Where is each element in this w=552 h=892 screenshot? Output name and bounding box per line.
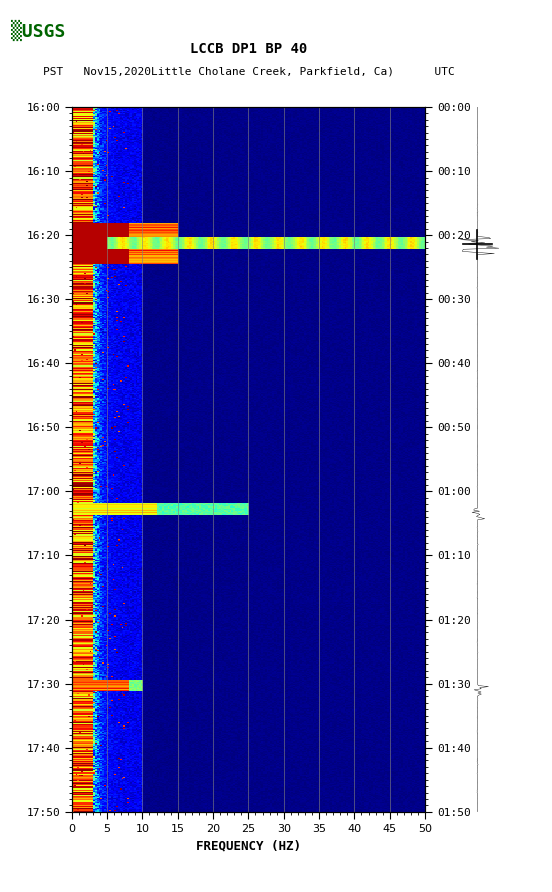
Text: LCCB DP1 BP 40: LCCB DP1 BP 40 [190, 42, 307, 56]
X-axis label: FREQUENCY (HZ): FREQUENCY (HZ) [196, 839, 301, 852]
Text: ▒USGS: ▒USGS [11, 20, 66, 41]
Text: PST   Nov15,2020Little Cholane Creek, Parkfield, Ca)      UTC: PST Nov15,2020Little Cholane Creek, Park… [43, 66, 454, 77]
